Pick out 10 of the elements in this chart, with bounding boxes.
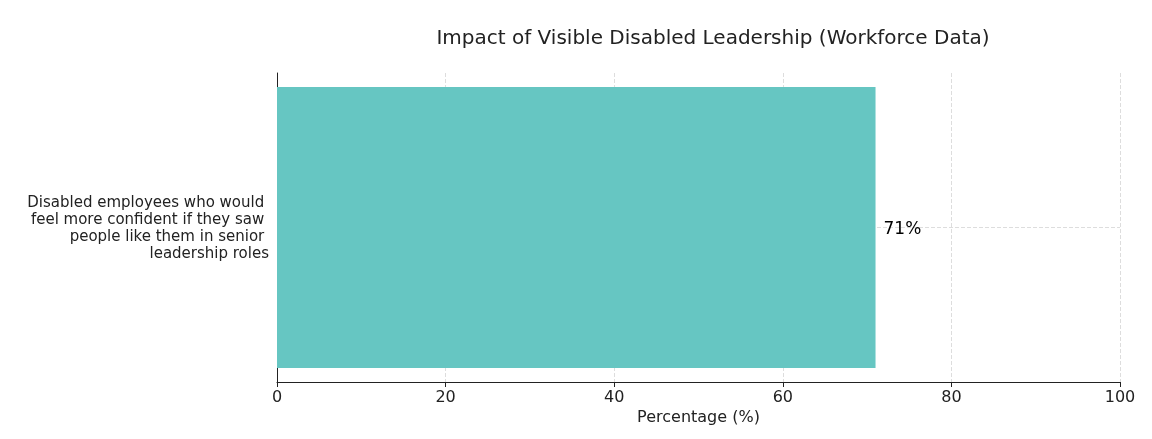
x-tick-label: 60 xyxy=(772,386,793,406)
x-tick-label: 40 xyxy=(604,386,625,406)
x-tick-label: 100 xyxy=(1104,386,1136,406)
x-tick-label: 80 xyxy=(941,386,962,406)
data-label: 71% xyxy=(883,217,922,238)
x-axis-title: Percentage (%) xyxy=(637,407,760,427)
chart-title: Impact of Visible Disabled Leadership (Workforce Data) xyxy=(436,25,990,49)
y-tick-label: Disabled employees who would feel more confident if they saw people like them in senior leadership roles xyxy=(27,193,270,262)
x-tick-label: 0 xyxy=(271,386,283,406)
x-tick-label: 20 xyxy=(435,386,456,406)
